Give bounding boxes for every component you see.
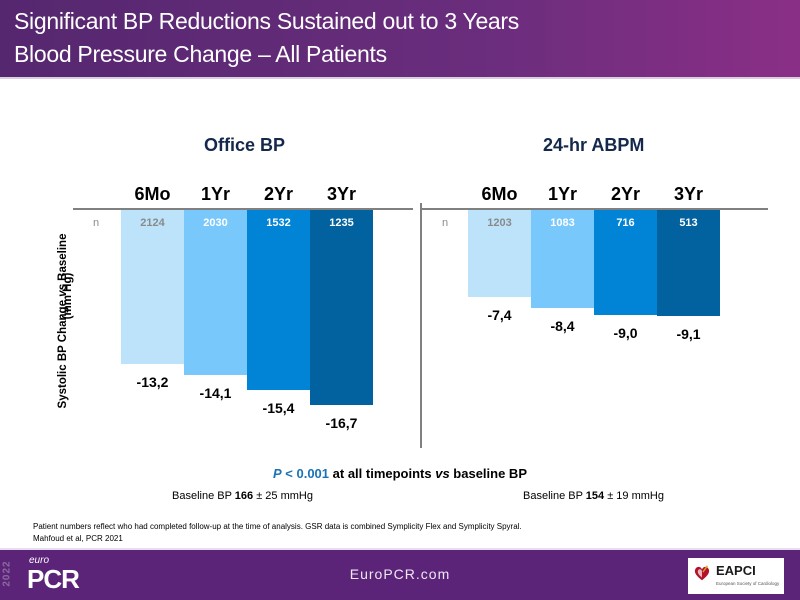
abpm-title: 24-hr ABPM [543, 135, 645, 155]
office-bp-title: Office BP [204, 135, 286, 155]
office-bp-n-value: 2030 [203, 217, 228, 229]
office-baseline: Baseline BP 166 ± 25 mmHg [172, 490, 313, 502]
abpm-n-label: n [442, 217, 449, 229]
office-bp-category-2yr: 2Yr [263, 184, 294, 204]
office-bp-value-label: -16,7 [325, 415, 358, 432]
abpm-bar-3yr [657, 210, 720, 317]
office-bp-n-value: 1235 [329, 217, 354, 229]
heart-icon [694, 565, 710, 581]
abpm-bar-2yr [594, 210, 657, 316]
office-bp-n-label: n [93, 217, 100, 229]
abpm-n-value: 1203 [487, 217, 512, 229]
office-bp-category-1yr: 1Yr [200, 184, 231, 204]
panel-divider [420, 203, 422, 448]
office-bp-n-value: 2124 [140, 217, 165, 229]
slide-title: Significant BP Reductions Sustained out … [14, 8, 519, 34]
citation: Mahfoud et al, PCR 2021 [33, 534, 123, 543]
y-axis-label-line2: (mm Hg) [62, 272, 74, 320]
esc-name: European Society of Cardiology [716, 581, 780, 586]
abpm-n-value: 1083 [550, 217, 575, 229]
abpm-category-6mo: 6Mo [481, 184, 518, 204]
abpm-value-label: -9,1 [676, 326, 701, 343]
slide-header: Significant BP Reductions Sustained out … [0, 0, 800, 79]
abpm-category-3yr: 3Yr [673, 184, 704, 204]
slide-subtitle: Blood Pressure Change – All Patients [14, 41, 387, 67]
office-bp-category-3yr: 3Yr [326, 184, 357, 204]
abpm-bar-6mo [468, 210, 531, 297]
abpm-category-2yr: 2Yr [610, 184, 641, 204]
website-link[interactable]: EuroPCR.com [349, 566, 451, 582]
abpm-n-value: 513 [679, 217, 698, 229]
abpm-value-label: -7,4 [487, 306, 512, 323]
abpm-value-label: -8,4 [550, 318, 575, 335]
significance-note: P < 0.001 at all timepoints vs baseline … [273, 466, 527, 481]
office-bp-value-label: -14,1 [199, 384, 232, 401]
office-bp-bar-6mo [121, 210, 184, 365]
office-bp-bar-3yr [310, 210, 373, 406]
y-axis-label: Systolic BP Change vs Baseline (mm Hg) [33, 215, 93, 445]
office-bp-bar-2yr [247, 210, 310, 391]
office-bp-bar-1yr [184, 210, 247, 375]
office-bp-category-6mo: 6Mo [134, 184, 171, 204]
slide-footer: 2022 euro PCR EuroPCR.com EAPCI European… [0, 548, 800, 600]
abpm-value-label: -9,0 [613, 325, 638, 342]
eapci-name: EAPCI [716, 563, 756, 578]
europcr-logo: PCR [27, 564, 80, 594]
office-bp-value-label: -13,2 [136, 374, 169, 391]
office-bp-value-label: -15,4 [262, 400, 295, 417]
abpm-header-line [420, 208, 768, 210]
office-bp-n-value: 1532 [266, 217, 291, 229]
eapci-logo: EAPCI European Society of Cardiology [688, 558, 784, 594]
abpm-n-value: 716 [616, 217, 635, 229]
office-bp-header-line [73, 208, 413, 210]
europcr-logo-euro: euro [29, 555, 50, 566]
abpm-baseline: Baseline BP 154 ± 19 mmHg [523, 490, 664, 502]
abpm-category-1yr: 1Yr [547, 184, 578, 204]
abpm-bar-1yr [531, 210, 594, 309]
footnote: Patient numbers reflect who had complete… [33, 522, 522, 531]
